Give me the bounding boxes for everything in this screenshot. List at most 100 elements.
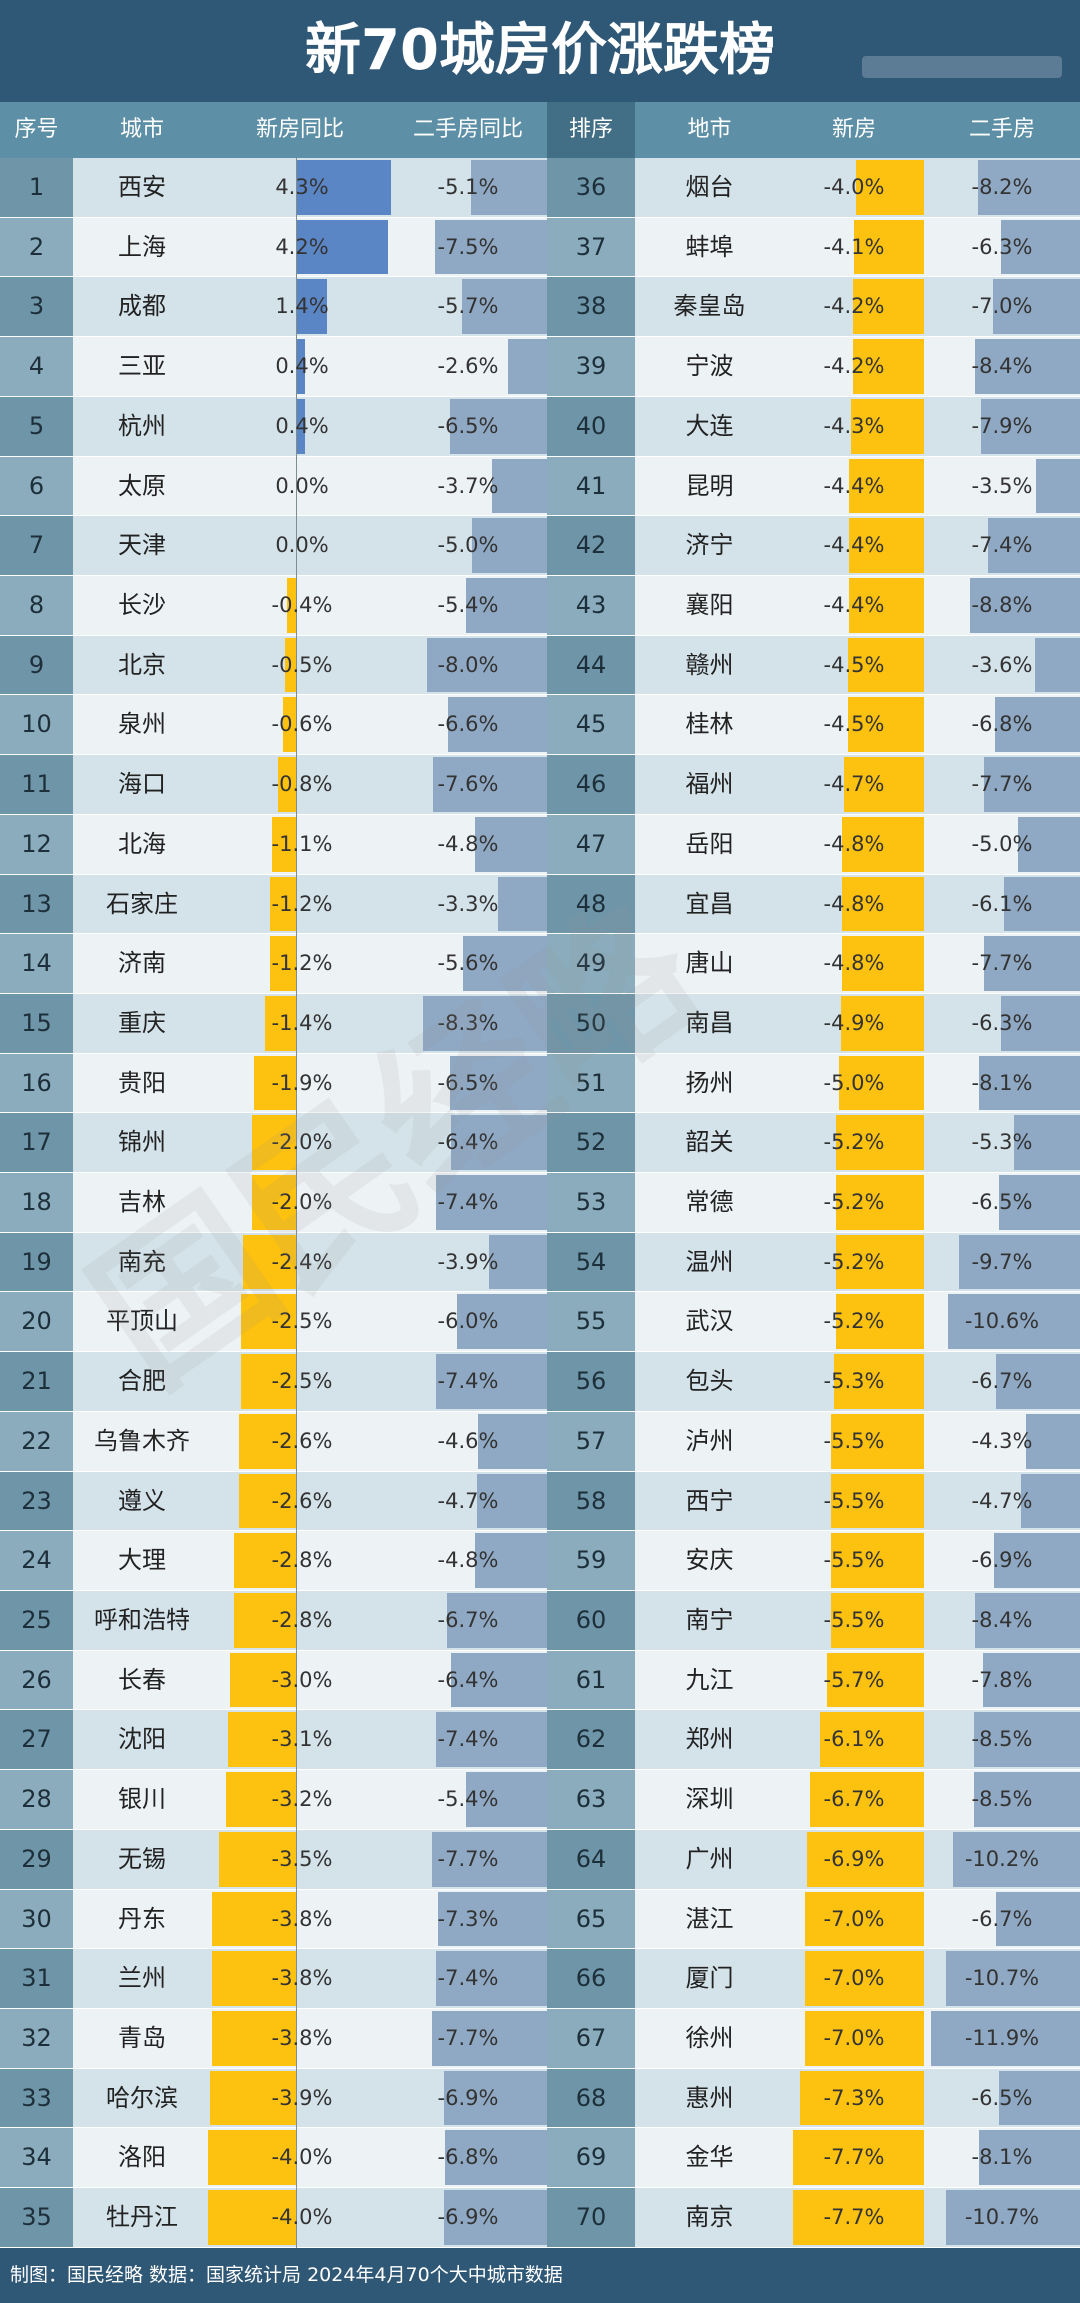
new-home-value: -2.6% (271, 1488, 333, 1513)
region-cell: 深圳 (685, 1785, 734, 1814)
second-hand-bar-right (1021, 1473, 1080, 1529)
second-hand-value-right: -8.2% (971, 175, 1033, 199)
region-cell: 赣州 (685, 650, 734, 679)
second-hand-bar-right (995, 697, 1080, 753)
second-hand-bar-right (931, 2011, 1080, 2066)
second-hand-value-right: -6.7% (971, 1906, 1033, 1931)
city-cell: 重庆 (118, 1008, 166, 1037)
region-cell: 广州 (685, 1844, 734, 1873)
new-home-value: 0.4% (275, 413, 329, 438)
order-cell: 46 (547, 755, 635, 814)
new-home-value-right: -4.5% (823, 712, 885, 737)
region-cell: 惠州 (685, 2083, 734, 2112)
new-home-bar-right (835, 1294, 924, 1350)
city-cell: 泉州 (118, 710, 166, 739)
new-home-value: -2.4% (271, 1249, 333, 1274)
second-hand-value: -5.4% (437, 592, 499, 617)
new-home-value-right: -7.3% (823, 2085, 885, 2110)
second-hand-value: -3.9% (437, 1249, 499, 1274)
second-hand-bar-right (952, 1831, 1080, 1887)
second-hand-bar (448, 697, 547, 753)
order-cell: 59 (547, 1531, 635, 1591)
second-hand-value: -6.8% (437, 2145, 499, 2170)
region-cell: 包头 (685, 1367, 734, 1396)
row-band (73, 1471, 547, 1531)
rank-cell: 4 (0, 337, 73, 396)
new-home-value: -2.0% (271, 1130, 333, 1155)
new-home-bar-right (852, 279, 924, 335)
second-hand-value-right: -11.9% (964, 2026, 1040, 2050)
second-hand-value-right: -4.7% (971, 1488, 1033, 1513)
second-hand-value: -4.6% (437, 1428, 499, 1453)
city-cell: 北京 (118, 650, 166, 679)
new-home-bar (234, 1533, 296, 1589)
rank-cell: 14 (0, 934, 73, 993)
second-hand-value-right: -9.7% (971, 1249, 1033, 1274)
new-home-value: -3.0% (271, 1667, 333, 1692)
new-home-bar (252, 1115, 296, 1171)
city-cell: 遵义 (118, 1486, 166, 1515)
second-hand-bar-right (982, 1652, 1080, 1708)
second-hand-bar (427, 637, 547, 693)
source-note: 制图：国民经略 数据：国家统计局 2024年4月70个大中城市数据 (10, 2264, 563, 2286)
new-home-value-right: -7.7% (823, 2145, 885, 2170)
new-home-value-right: -5.2% (823, 1249, 885, 1274)
new-home-bar-right (856, 160, 924, 215)
second-hand-bar (478, 1413, 547, 1469)
order-cell: 64 (547, 1829, 635, 1889)
new-home-bar-right (854, 219, 924, 275)
new-home-bar (269, 876, 296, 932)
second-hand-value: -6.6% (437, 712, 499, 737)
second-hand-value: -2.6% (437, 354, 499, 379)
rank-cell: 30 (0, 1889, 73, 1949)
region-cell: 蚌埠 (685, 232, 734, 261)
region-cell: 湛江 (685, 1904, 734, 1933)
new-home-value-right: -5.2% (823, 1309, 885, 1334)
new-home-value-right: -4.9% (823, 1010, 885, 1035)
new-home-bar (287, 577, 296, 633)
rank-cell: 29 (0, 1829, 73, 1889)
second-hand-bar (451, 1652, 547, 1708)
title-bar: 新70城房价涨跌榜 (0, 0, 1080, 102)
new-home-value: 1.4% (275, 294, 329, 319)
new-home-value: -1.4% (271, 1010, 333, 1035)
new-home-bar-right (852, 339, 924, 394)
new-home-value: -1.2% (271, 951, 333, 976)
new-home-value-right: -5.3% (823, 1369, 885, 1394)
row-band (73, 516, 547, 575)
order-cell: 44 (547, 635, 635, 695)
rank-cell: 7 (0, 516, 73, 575)
new-home-value: -1.1% (271, 831, 333, 856)
order-cell: 38 (547, 277, 635, 337)
region-cell: 安庆 (685, 1546, 734, 1575)
new-home-value: -1.2% (271, 891, 333, 916)
city-cell: 济南 (118, 949, 166, 978)
second-hand-bar-right (983, 936, 1080, 991)
new-home-bar (278, 757, 296, 812)
rank-cell: 20 (0, 1292, 73, 1352)
city-cell: 太原 (118, 471, 166, 500)
second-hand-value: -6.0% (437, 1309, 499, 1334)
region-cell: 西宁 (685, 1486, 734, 1515)
new-home-value-right: -4.8% (823, 951, 885, 976)
region-cell: 烟台 (685, 173, 734, 201)
second-hand-bar (446, 1593, 547, 1648)
second-hand-value: -6.9% (437, 2205, 499, 2230)
rank-cell: 24 (0, 1531, 73, 1591)
second-hand-value: -7.4% (437, 1369, 499, 1394)
new-home-bar-right (833, 1354, 924, 1409)
city-cell: 兰州 (118, 1964, 166, 1993)
new-home-bar (296, 219, 389, 275)
new-home-value-right: -4.5% (823, 652, 885, 677)
order-cell: 48 (547, 874, 635, 934)
second-hand-bar (431, 1831, 547, 1887)
order-cell: 54 (547, 1232, 635, 1292)
second-hand-bar (436, 1712, 547, 1768)
new-home-value: -2.5% (271, 1309, 333, 1334)
second-hand-value-right: -6.3% (971, 234, 1033, 259)
second-hand-value: -6.4% (437, 1667, 499, 1692)
table-header: 序号 城市 新房同比 二手房同比 排序 地市 新房 二手房 (0, 102, 1080, 158)
header-region: 地市 (635, 102, 784, 158)
order-cell: 67 (547, 2009, 635, 2068)
new-home-bar (227, 1712, 296, 1768)
